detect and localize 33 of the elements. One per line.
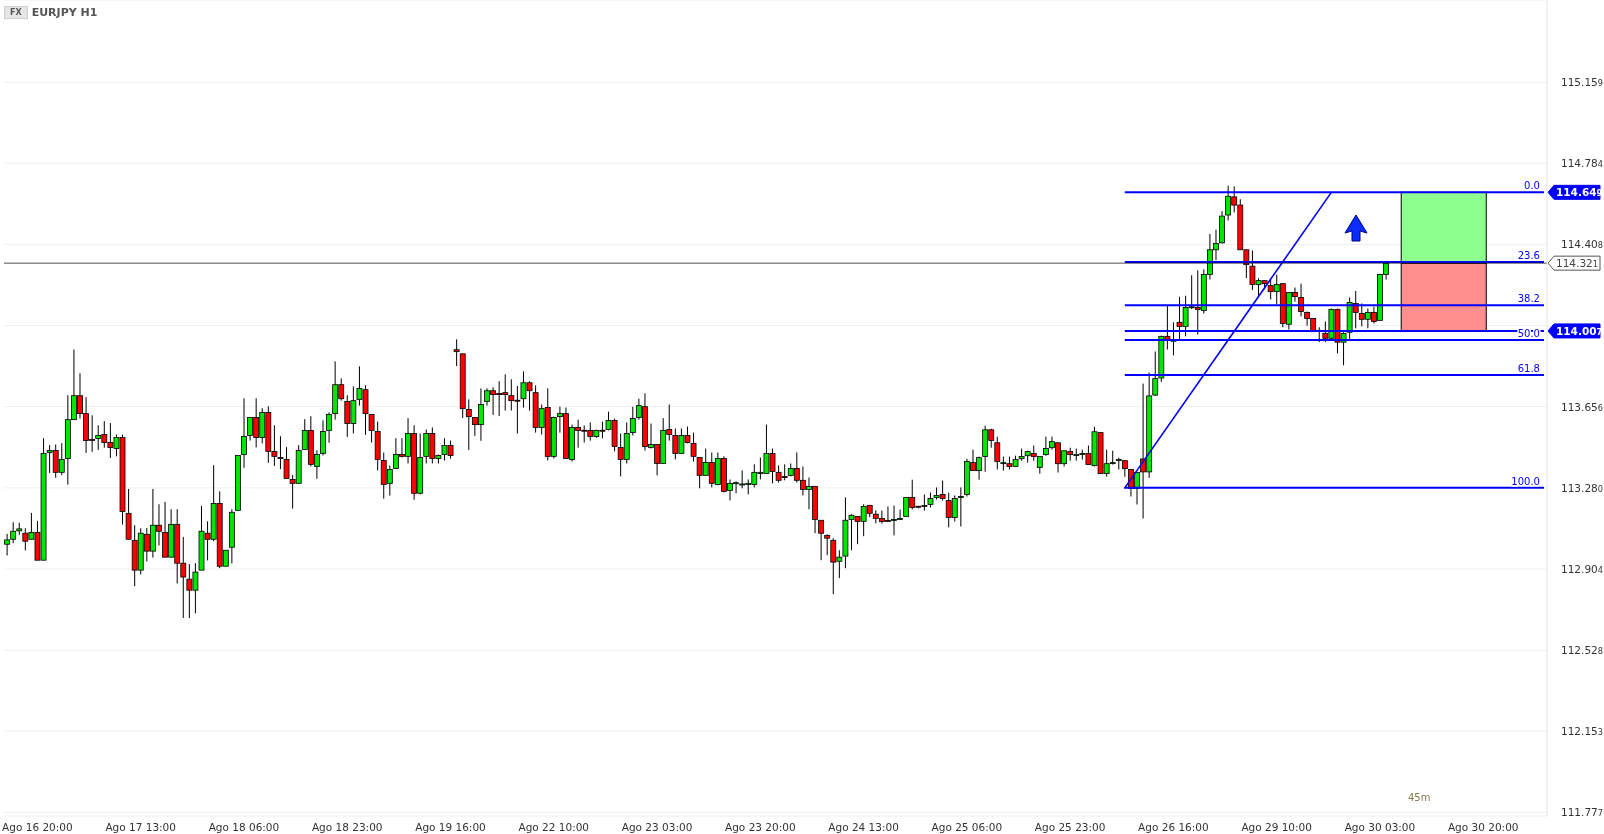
text: FX: [4, 6, 28, 19]
y-tick-label: 111.777: [1561, 806, 1603, 819]
y-tick-label: 115.159: [1561, 76, 1603, 89]
y-tick-label: 112.528: [1561, 644, 1603, 657]
y-tick-label: 113.280: [1561, 481, 1603, 494]
x-tick-label: Ago 18 06:00: [208, 821, 280, 834]
x-tick-label: Ago 26 16:00: [1138, 821, 1209, 834]
ref-line-label: 114.321: [1556, 257, 1598, 270]
annotation: 61.8: [1517, 362, 1540, 374]
y-tick-label: 114.784: [1561, 157, 1603, 170]
annotation: 100.0: [1511, 475, 1540, 487]
x-tick-label: Ago 22 10:00: [518, 821, 590, 834]
y-tick-label: 114.408: [1561, 238, 1603, 251]
annotation: 38.2: [1517, 293, 1540, 305]
x-tick-label: Ago 16 20:00: [2, 821, 73, 834]
x-tick-label: Ago 18 23:00: [311, 821, 383, 834]
x-tick-label: Ago 24 13:00: [828, 821, 899, 834]
annotation: 0.0: [1524, 180, 1540, 192]
y-tick-label: 113.656: [1561, 400, 1603, 413]
x-tick-label: Ago 30 20:00: [1447, 821, 1519, 834]
annotation: 23.6: [1517, 250, 1540, 262]
x-tick-label: Ago 19 16:00: [415, 821, 486, 834]
x-tick-label: Ago 25 06:00: [931, 821, 1003, 834]
x-tick-label: Ago 25 23:00: [1034, 821, 1106, 834]
x-tick-label: Ago 17 13:00: [105, 821, 176, 834]
x-tick-label: Ago 23 20:00: [725, 821, 796, 834]
annotation: 45m: [1408, 792, 1431, 803]
x-tick-label: Ago 23 03:00: [621, 821, 693, 834]
text: EURJPY H1: [31, 6, 98, 19]
x-tick-label: Ago 30 03:00: [1344, 821, 1416, 834]
y-tick-label: 112.904: [1561, 563, 1603, 576]
y-tick-label: 112.153: [1561, 725, 1603, 738]
x-tick-label: Ago 29 10:00: [1241, 821, 1312, 834]
